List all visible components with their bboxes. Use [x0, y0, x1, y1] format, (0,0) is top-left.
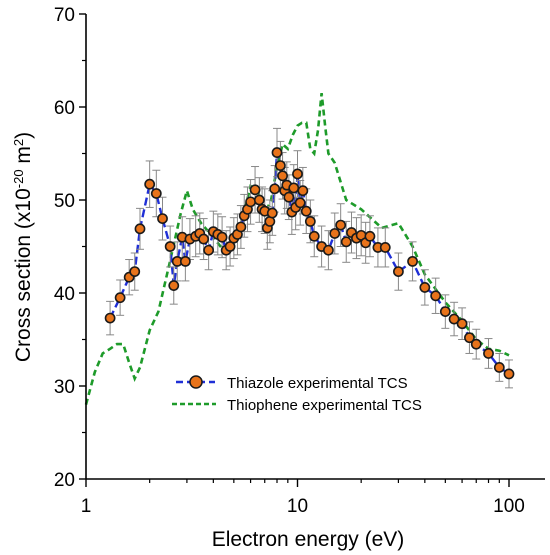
thiazole-point [323, 244, 334, 256]
thiazole-point [483, 348, 494, 359]
x-tick-label: 1 [81, 496, 92, 517]
thiazole-point [216, 231, 228, 243]
thiazole-point [340, 236, 352, 248]
x-axis-title: Electron energy (eV) [212, 528, 405, 551]
thiazole-point [464, 332, 475, 344]
y-tick-label: 30 [54, 377, 75, 398]
thiazole-point [245, 196, 256, 208]
thiazole-point [104, 312, 116, 324]
thiazole-point [266, 207, 278, 219]
y-tick-label: 50 [54, 191, 75, 212]
thiophene-line [84, 92, 510, 405]
y-axis-title-sup1: -20 [11, 169, 26, 188]
thiazole-point [393, 266, 404, 278]
thiazole-point [114, 292, 126, 304]
thiazole-point [364, 230, 376, 242]
thiazole-point [456, 318, 468, 330]
legend: Thiazole experimental TCS Thiophene expe… [172, 375, 422, 414]
x-tick-label: 10 [287, 496, 308, 517]
thiazole-series [104, 127, 515, 389]
thiazole-point [168, 280, 180, 291]
thiazole-point [271, 147, 283, 158]
thiazole-point [283, 191, 295, 203]
thiazole-point [300, 205, 312, 217]
thiazole-point [448, 313, 460, 325]
thiazole-point [150, 188, 162, 199]
y-axis-title-sup2: 2 [11, 139, 26, 146]
thiazole-point [288, 182, 300, 194]
thiazole-point [203, 244, 215, 256]
thiazole-point [277, 170, 288, 182]
thiazole-point [493, 361, 505, 373]
thiazole-point [407, 255, 418, 267]
thiazole-point [235, 221, 247, 233]
thiazole-point [144, 178, 156, 190]
thiazole-point [129, 266, 141, 278]
thiazole-point [164, 241, 176, 252]
y-axis-title: Cross section (x10-20 m2) [11, 132, 36, 362]
thiazole-point [179, 255, 191, 267]
legend-thiophene-label: Thiophene experimental TCS [227, 397, 422, 414]
thiazole-point [292, 168, 303, 180]
thiazole-point [269, 183, 281, 195]
thiazole-point [503, 368, 515, 380]
y-axis-title-mid: m [12, 146, 35, 169]
legend-thiazole-label: Thiazole experimental TCS [227, 375, 408, 392]
thiazole-point [470, 338, 482, 350]
ticks: 20 30 40 50 60 70 1 10 100 [54, 5, 525, 517]
thiazole-point [430, 290, 442, 302]
thiazole-point [304, 215, 316, 227]
x-tick-label: 100 [493, 496, 525, 517]
y-tick-label: 40 [54, 284, 75, 305]
thiazole-point [439, 306, 451, 317]
thiazole-point [308, 230, 320, 242]
thiophene-series [84, 92, 510, 405]
thiazole-point [274, 160, 286, 171]
legend-thiazole-marker [189, 375, 203, 389]
thiazole-point [335, 219, 347, 231]
thiazole-point [329, 228, 341, 239]
thiazole-point [419, 282, 431, 293]
y-tick-label: 60 [54, 98, 75, 119]
thiazole-point [297, 185, 309, 197]
y-axis-title-end: ) [12, 132, 35, 139]
y-tick-label: 70 [54, 5, 75, 26]
thiazole-point [134, 223, 146, 235]
y-tick-label: 20 [54, 470, 75, 491]
thiazole-point [157, 213, 168, 224]
thiazole-point [294, 197, 306, 209]
thiazole-point [249, 184, 261, 196]
thiazole-point [253, 194, 265, 206]
y-axis-title-main: Cross section (x10 [12, 188, 35, 362]
thiazole-point [198, 233, 210, 245]
thiazole-point [379, 242, 391, 253]
